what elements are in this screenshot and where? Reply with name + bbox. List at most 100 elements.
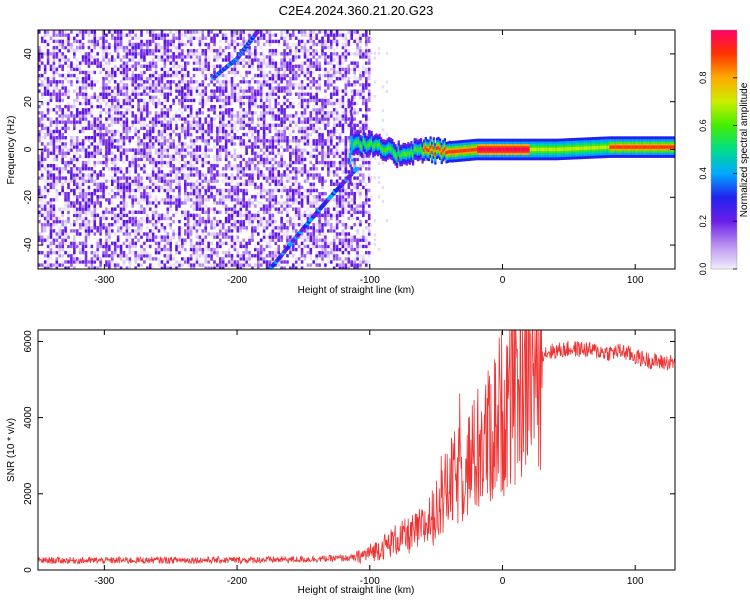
spectrogram-cell	[219, 92, 222, 96]
spectrogram-cell	[148, 185, 152, 190]
spectrogram-cell	[75, 76, 79, 81]
spectrogram-cell	[256, 123, 260, 127]
spectrogram-cell	[166, 55, 170, 59]
spectrogram-cell	[204, 223, 208, 227]
spectrogram-cell	[181, 145, 184, 149]
spectrogram-cell	[140, 92, 143, 96]
spectrogram-cell	[248, 163, 251, 168]
spectrogram-cell	[248, 139, 251, 143]
spectrogram-cell	[262, 114, 266, 118]
spectrogram-cell	[268, 213, 272, 218]
spectrogram-cell	[251, 148, 254, 152]
spectrogram-cell	[324, 160, 327, 165]
spectrogram-cell	[201, 254, 205, 258]
spectrogram-cell	[289, 67, 292, 72]
spectrogram-cell	[75, 114, 79, 118]
spectrogram-cell	[216, 170, 219, 174]
spectrogram-cell	[318, 142, 321, 146]
spectrogram-cell	[207, 95, 210, 100]
spectrogram-cell	[309, 39, 313, 44]
spectrogram-cell	[43, 64, 47, 68]
spectrogram-cell	[119, 170, 123, 174]
spectrogram-cell	[160, 247, 164, 252]
spectrogram-cell	[55, 67, 59, 72]
spectrogram-cell	[236, 182, 240, 187]
spectrogram-cell	[93, 139, 97, 143]
spectrogram-cell	[283, 226, 286, 230]
spectrogram-cell	[335, 254, 339, 258]
spectrogram-cell	[84, 108, 88, 112]
spectrogram-cell	[300, 33, 304, 37]
spectrogram-cell	[318, 191, 321, 196]
spectrogram-cell	[52, 176, 56, 180]
spectrogram-cell	[277, 207, 281, 211]
spectrogram-cell	[108, 263, 111, 267]
spectrogram-cell	[233, 83, 237, 87]
spectrogram-cell	[332, 266, 336, 269]
spectrogram-cell	[122, 195, 126, 199]
spectrogram-cell	[195, 126, 199, 131]
spectrogram-cell	[178, 64, 181, 68]
spectrogram-cell	[259, 95, 263, 100]
spectrogram-cell	[96, 198, 99, 202]
spectrogram-cell	[64, 33, 67, 37]
spectrogram-cell	[122, 45, 126, 50]
spectrogram-cell	[67, 114, 70, 118]
spectrogram-cell	[256, 241, 260, 246]
spectrogram-cell	[119, 64, 123, 68]
spectrogram-cell	[90, 191, 94, 196]
spectrogram-cell	[99, 170, 102, 174]
spectrogram-cell	[105, 101, 108, 106]
spectrogram-cell	[294, 260, 298, 264]
spectrogram-cell	[204, 179, 208, 183]
spectrogram-cell	[128, 185, 132, 190]
spectrogram-cell	[233, 263, 237, 267]
spectrogram-cell	[73, 250, 76, 255]
spectrogram-cell	[125, 70, 129, 75]
spectrogram-cell	[146, 198, 149, 202]
spectrogram-cell	[219, 89, 222, 93]
spectrogram-cell	[166, 139, 170, 143]
spectrogram-cell	[233, 185, 237, 190]
spectrogram-cell	[181, 148, 184, 152]
spectrogram-cell	[122, 201, 126, 205]
spectrogram-cell	[58, 98, 62, 103]
spectrogram-cell	[306, 92, 310, 96]
spectrogram-cell	[286, 163, 289, 168]
spectrogram-cell	[116, 36, 120, 40]
spectrogram-cell	[236, 198, 240, 202]
spectrogram-cell	[274, 198, 278, 202]
spectrogram-cell	[271, 216, 275, 221]
spectrogram-cell	[163, 247, 167, 252]
spectrogram-cell	[312, 49, 316, 53]
spectrogram-cell	[116, 157, 120, 162]
spectrogram-cell	[87, 139, 91, 143]
spectrogram-cell	[297, 139, 301, 143]
spectrogram-cell	[172, 198, 175, 202]
spectrogram-cell	[245, 39, 248, 44]
spectrogram-cell	[151, 238, 155, 242]
spectrogram-cell	[166, 266, 170, 269]
spectrogram-cell	[148, 263, 152, 267]
spectrogram-cell	[248, 176, 251, 180]
spectrogram-cell	[116, 216, 120, 221]
spectrogram-cell	[259, 238, 263, 242]
spectrogram-cell	[274, 188, 278, 193]
spectrogram-cell	[131, 136, 135, 140]
spectrogram-cell	[49, 120, 53, 124]
spectrogram-cell	[90, 70, 94, 75]
spectrogram-cell	[148, 201, 152, 205]
spectrogram-cell	[259, 126, 263, 131]
spectrogram-cell	[134, 244, 137, 249]
spectrogram-cell	[143, 250, 146, 255]
spectrogram-cell	[207, 55, 210, 59]
spectrogram-cell	[300, 120, 304, 124]
spectrogram-cell	[327, 154, 330, 159]
spectrogram-cell	[236, 86, 240, 90]
spectrogram-cell	[75, 185, 79, 190]
spectrogram-cell	[233, 238, 237, 242]
spectrogram-cell	[75, 207, 79, 211]
spectrogram-cell	[254, 263, 257, 267]
spectrogram-cell	[143, 160, 146, 165]
spectrogram-cell	[303, 170, 307, 174]
